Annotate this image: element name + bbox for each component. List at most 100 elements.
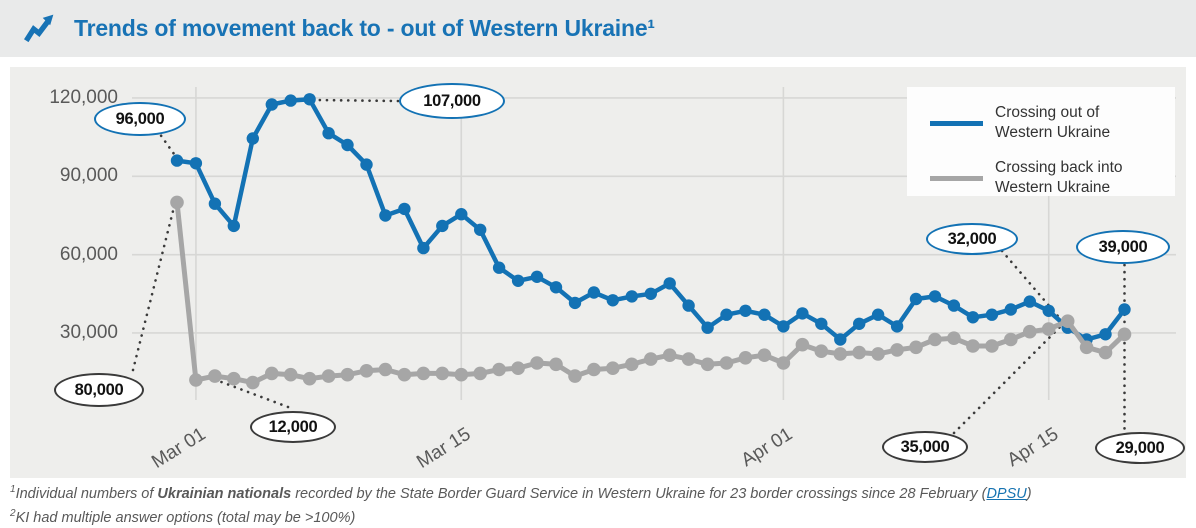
footnote-2: 2KI had multiple answer options (total m… — [10, 504, 1190, 528]
data-point — [606, 361, 620, 376]
footnote-sup: 2 — [10, 507, 16, 519]
data-point — [379, 209, 392, 222]
data-point — [189, 157, 203, 170]
callout-value: 12,000 — [268, 417, 318, 436]
data-point — [928, 290, 942, 303]
callout-value: 80,000 — [74, 380, 124, 399]
data-point — [265, 98, 278, 111]
data-point — [511, 361, 525, 376]
data-point — [1042, 304, 1055, 317]
data-point — [302, 371, 317, 386]
callout-12000: 12,000 — [250, 411, 336, 443]
data-point — [909, 340, 923, 355]
data-point — [398, 202, 411, 216]
data-point — [776, 356, 791, 370]
data-point — [492, 362, 506, 377]
legend-item: Crossing out of Western Ukraine — [907, 103, 1110, 142]
data-point — [1041, 322, 1056, 336]
data-point — [985, 308, 999, 321]
trend-up-arrow-icon — [24, 14, 54, 42]
data-point — [454, 367, 469, 382]
data-point — [644, 352, 658, 366]
data-point — [492, 261, 506, 274]
callout-80000: 80,000 — [54, 373, 144, 407]
y-axis-label: 60,000 — [59, 243, 118, 265]
line-chart-plot — [131, 87, 1176, 435]
legend: Crossing out of Western Ukraine Crossing b… — [907, 87, 1175, 196]
data-point — [246, 132, 259, 145]
data-point — [871, 347, 885, 361]
data-point — [890, 320, 904, 333]
data-point — [455, 208, 468, 221]
data-point — [568, 296, 582, 310]
chart-header: Trends of movement back to - out of West… — [0, 0, 1196, 57]
data-point — [625, 357, 639, 372]
y-axis-label: 90,000 — [59, 165, 118, 187]
data-point — [966, 339, 980, 353]
data-point — [758, 308, 771, 321]
data-point — [549, 357, 563, 372]
data-point — [1117, 327, 1132, 342]
data-point — [1098, 345, 1113, 360]
data-point — [1099, 328, 1112, 341]
footnote-text: KI had multiple answer options (total ma… — [15, 509, 356, 526]
callout-value: 35,000 — [900, 437, 950, 456]
data-point — [340, 367, 355, 382]
footnote-text: recorded by the State Border Guard Servi… — [291, 485, 987, 502]
data-point — [777, 320, 790, 333]
data-point — [1118, 303, 1131, 316]
footnote-text: ) — [1026, 485, 1032, 502]
dotted-connector — [315, 98, 400, 103]
page-title: Trends of movement back to - out of West… — [74, 15, 655, 41]
data-point — [473, 366, 488, 381]
data-point — [208, 197, 222, 210]
callout-107000: 107,000 — [399, 83, 505, 119]
data-point — [322, 127, 335, 140]
data-point — [701, 321, 714, 334]
data-point — [928, 332, 942, 347]
data-point — [662, 348, 677, 363]
data-point — [720, 308, 733, 321]
callout-29000: 29,000 — [1095, 432, 1185, 464]
data-point — [417, 241, 430, 255]
data-point — [700, 357, 715, 372]
data-point — [359, 364, 374, 378]
data-point — [871, 308, 885, 321]
callout-96000: 96,000 — [94, 102, 186, 136]
data-point — [246, 375, 260, 390]
callout-39000: 39,000 — [1076, 230, 1170, 264]
data-point — [283, 367, 298, 382]
data-point — [435, 366, 450, 381]
data-point — [341, 138, 354, 152]
y-axis-label: 30,000 — [59, 321, 118, 343]
data-point — [1079, 340, 1094, 355]
data-point — [795, 337, 810, 352]
data-point — [587, 362, 601, 377]
callout-value: 39,000 — [1098, 237, 1148, 256]
data-point — [397, 367, 412, 382]
data-point — [815, 317, 828, 330]
data-point — [568, 369, 582, 383]
data-point — [947, 299, 961, 312]
chart-panel: 120,000 90,000 60,000 30,000 Mar 01 Mar 15 Ap… — [10, 67, 1186, 478]
dpsu-link[interactable]: DPSU — [986, 485, 1027, 502]
data-point — [681, 352, 696, 366]
footnote-text: Individual numbers of — [15, 485, 158, 502]
data-point — [549, 281, 563, 294]
data-point — [947, 331, 961, 346]
data-point — [852, 345, 866, 360]
callout-value: 29,000 — [1115, 438, 1165, 457]
data-point — [625, 290, 638, 303]
data-point — [985, 339, 999, 353]
legend-label: Crossing out of Western Ukraine — [995, 104, 1111, 141]
footnote-bold-text: Ukrainian nationals — [157, 485, 292, 502]
data-point — [663, 277, 676, 290]
data-point — [1023, 324, 1037, 339]
data-point — [606, 294, 619, 307]
data-point — [530, 270, 544, 283]
footnote-sup: 1 — [10, 484, 16, 495]
data-point — [208, 369, 222, 383]
data-point — [966, 311, 980, 324]
data-point — [265, 366, 279, 381]
data-point — [833, 347, 848, 361]
